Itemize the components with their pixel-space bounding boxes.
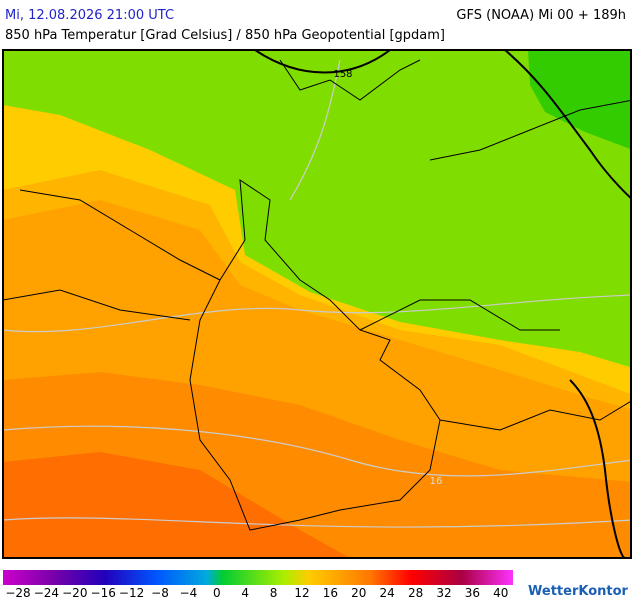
contour-label: 158 (333, 69, 352, 80)
legend-label: 28 (408, 586, 423, 600)
legend-label: 4 (241, 586, 249, 600)
legend-label: 32 (436, 586, 451, 600)
legend-label: 12 (294, 586, 309, 600)
map-frame (2, 49, 632, 559)
run-time: Mi, 12.08.2026 21:00 UTC (5, 8, 174, 23)
legend-label: −4 (180, 586, 198, 600)
temperature-field: 158 16 (3, 50, 631, 558)
legend-label: −20 (62, 586, 87, 600)
legend-label: 24 (380, 586, 395, 600)
logo: WetterKontor (528, 584, 629, 599)
legend-label: −16 (91, 586, 116, 600)
legend-label: 8 (270, 586, 278, 600)
legend-labels: −28 −24 −20 −16 −12 −8 −4 0 4 8 12 16 20 24 28 32 36 40 (5, 586, 508, 600)
legend-label: 40 (493, 586, 508, 600)
legend-label: 36 (465, 586, 480, 600)
legend-label: 16 (323, 586, 338, 600)
legend-label: 20 (351, 586, 366, 600)
contour-label: 16 (430, 476, 443, 487)
color-bar (3, 570, 513, 585)
legend-label: −24 (34, 586, 59, 600)
legend-label: −28 (5, 586, 30, 600)
legend-label: −8 (151, 586, 169, 600)
legend-label: 0 (213, 586, 221, 600)
model-run: GFS (NOAA) Mi 00 + 189h (456, 8, 626, 23)
legend-label: −12 (119, 586, 144, 600)
map-title: 850 hPa Temperatur [Grad Celsius] / 850 … (5, 28, 445, 43)
